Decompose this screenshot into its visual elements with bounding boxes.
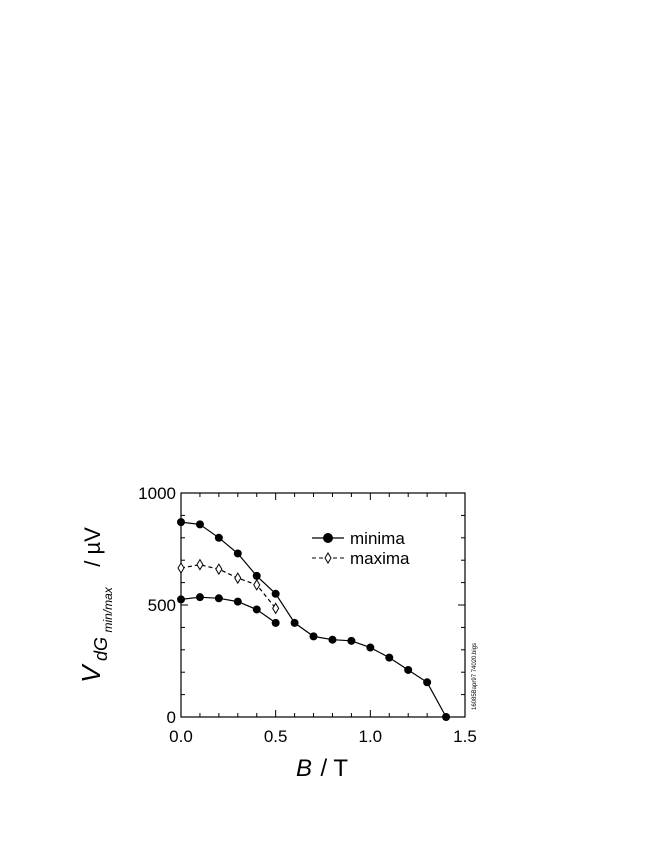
data-point — [177, 518, 185, 527]
y-axis-subsubscript: min/max — [101, 586, 115, 632]
y-axis-subscript: dG — [91, 637, 111, 661]
series-layer — [177, 518, 451, 721]
data-point — [328, 635, 337, 644]
data-point-diamond — [177, 562, 185, 575]
x-tick-label: 0.0 — [169, 727, 193, 746]
legend: minima maxima — [312, 529, 410, 568]
legend-maxima-marker — [324, 552, 332, 564]
tick-marks — [180, 492, 466, 718]
series-minima-lower — [177, 593, 280, 627]
data-point-diamond — [196, 558, 204, 571]
data-point-diamond — [253, 578, 261, 591]
data-point — [252, 571, 261, 580]
y-axis-variable: V — [76, 663, 106, 683]
data-point — [347, 636, 356, 645]
legend-maxima-label: maxima — [350, 549, 410, 568]
legend-minima-label: minima — [350, 529, 405, 548]
svg-text:V dG min/max: V dG min/max / µV — [76, 527, 116, 683]
side-note: 16085Bapr97 74020.bigs — [472, 643, 478, 710]
data-point — [195, 593, 204, 602]
data-point — [271, 589, 280, 598]
data-point — [233, 597, 242, 606]
y-tick-label: 500 — [148, 596, 176, 615]
y-axis-unit: / µV — [80, 527, 105, 567]
data-point — [309, 632, 318, 641]
y-tick-label: 1000 — [138, 484, 176, 503]
tick-labels: 0.0 0.5 1.0 1.5 0 500 1000 — [138, 484, 477, 746]
data-point-diamond — [272, 602, 280, 615]
data-point — [290, 618, 299, 627]
data-point — [366, 643, 375, 652]
plot-axes — [180, 492, 466, 718]
plot-frame — [180, 492, 466, 718]
data-point — [233, 549, 242, 558]
y-axis-label: V dG min/max / µV — [76, 527, 116, 683]
x-tick-label: 0.5 — [264, 727, 288, 746]
legend-minima-marker — [323, 533, 333, 543]
x-tick-label: 1.5 — [453, 727, 477, 746]
y-tick-label: 0 — [167, 708, 176, 727]
data-point — [423, 678, 432, 687]
series-line — [180, 564, 277, 609]
data-point-diamond — [234, 572, 242, 585]
data-point — [195, 520, 204, 529]
data-point-diamond — [215, 563, 223, 576]
data-point — [252, 605, 261, 614]
data-point — [177, 595, 185, 604]
x-axis-label: B / T — [296, 755, 348, 782]
data-point — [442, 713, 451, 721]
data-point — [385, 653, 394, 662]
x-axis-unit: / T — [320, 755, 348, 782]
x-axis-variable: B — [296, 755, 312, 782]
data-point — [214, 594, 223, 603]
series-minima — [177, 518, 451, 721]
x-tick-label: 1.0 — [359, 727, 383, 746]
data-point — [404, 665, 413, 674]
series-maxima — [177, 558, 280, 615]
data-point — [271, 618, 280, 627]
data-point — [214, 533, 223, 542]
series-line — [180, 596, 277, 624]
